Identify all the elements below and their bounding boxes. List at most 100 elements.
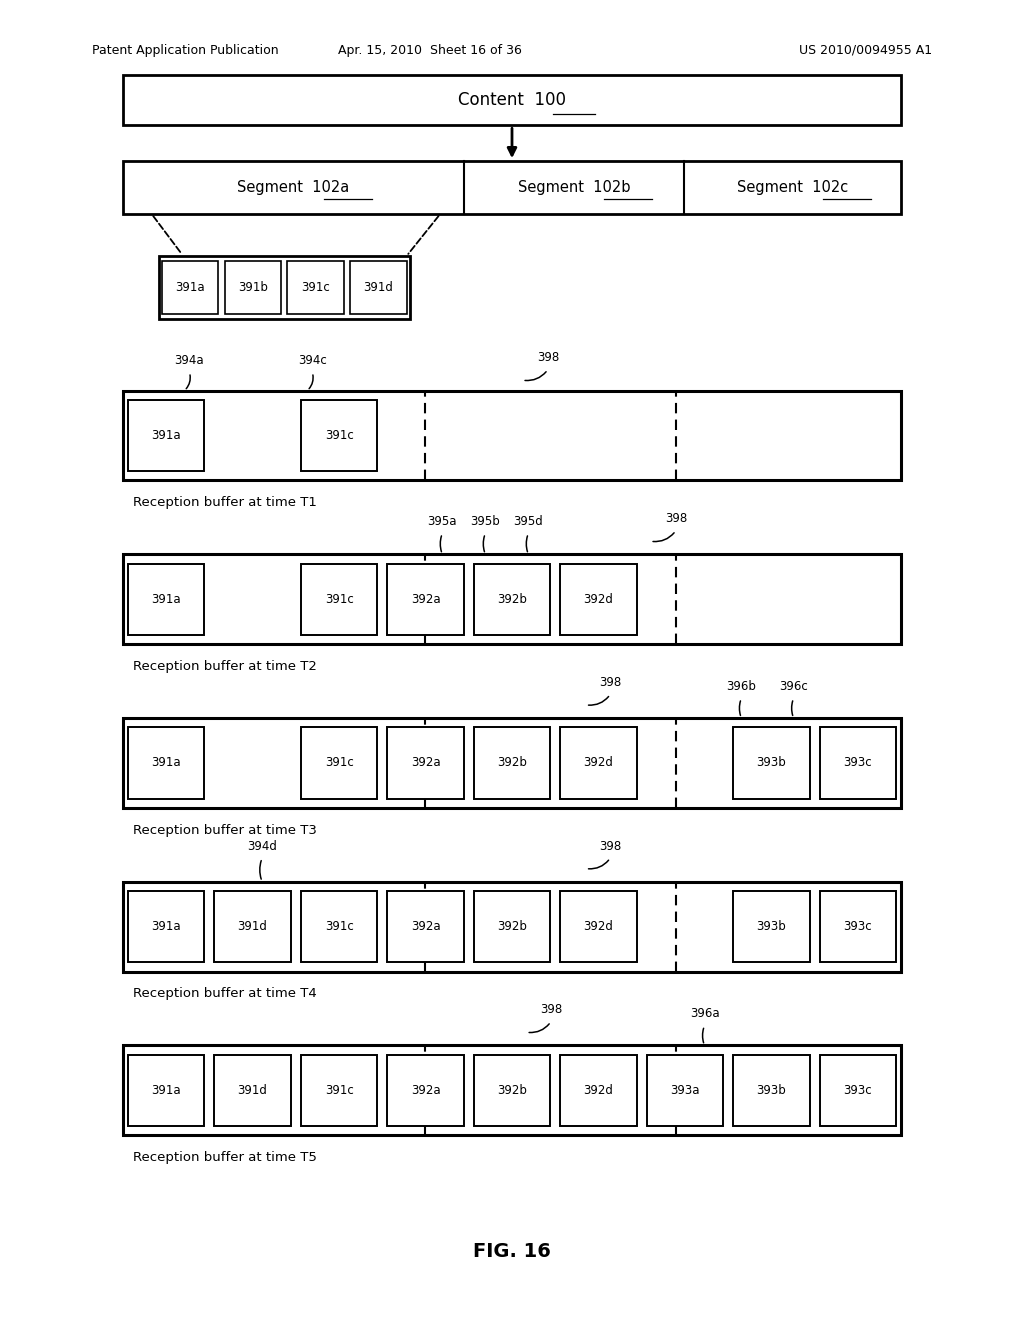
- Text: 391c: 391c: [301, 281, 330, 294]
- FancyBboxPatch shape: [474, 564, 550, 635]
- Text: 393b: 393b: [757, 920, 786, 933]
- Text: 393a: 393a: [670, 1084, 699, 1097]
- Text: 392d: 392d: [584, 1084, 613, 1097]
- Text: 391b: 391b: [238, 281, 267, 294]
- Text: 393c: 393c: [844, 1084, 872, 1097]
- FancyBboxPatch shape: [387, 727, 464, 799]
- Text: 392a: 392a: [411, 756, 440, 770]
- FancyBboxPatch shape: [214, 891, 291, 962]
- Text: 391a: 391a: [152, 429, 181, 442]
- Text: Content  100: Content 100: [458, 91, 566, 110]
- Text: Patent Application Publication: Patent Application Publication: [92, 44, 279, 57]
- Text: 391c: 391c: [325, 593, 353, 606]
- FancyBboxPatch shape: [350, 261, 407, 314]
- Text: 391a: 391a: [175, 281, 205, 294]
- Text: Reception buffer at time T3: Reception buffer at time T3: [133, 824, 317, 837]
- Text: 398: 398: [537, 351, 559, 364]
- Text: 398: 398: [665, 512, 687, 525]
- Text: 396a: 396a: [690, 1007, 719, 1020]
- Text: 393c: 393c: [844, 756, 872, 770]
- Text: Reception buffer at time T2: Reception buffer at time T2: [133, 660, 317, 673]
- Text: 391d: 391d: [364, 281, 393, 294]
- Text: Segment  102b: Segment 102b: [518, 180, 630, 195]
- Text: 395d: 395d: [513, 515, 544, 528]
- FancyBboxPatch shape: [287, 261, 344, 314]
- FancyBboxPatch shape: [123, 554, 901, 644]
- FancyBboxPatch shape: [128, 564, 204, 635]
- FancyBboxPatch shape: [733, 727, 810, 799]
- FancyBboxPatch shape: [224, 261, 281, 314]
- FancyBboxPatch shape: [301, 564, 377, 635]
- FancyBboxPatch shape: [123, 882, 901, 972]
- Text: 391c: 391c: [325, 1084, 353, 1097]
- FancyBboxPatch shape: [733, 1055, 810, 1126]
- FancyBboxPatch shape: [159, 256, 410, 319]
- Text: 396c: 396c: [779, 680, 808, 693]
- Text: 393c: 393c: [844, 920, 872, 933]
- Text: Reception buffer at time T4: Reception buffer at time T4: [133, 987, 316, 1001]
- FancyBboxPatch shape: [387, 1055, 464, 1126]
- Text: 395a: 395a: [428, 515, 457, 528]
- FancyBboxPatch shape: [301, 1055, 377, 1126]
- Text: 392a: 392a: [411, 920, 440, 933]
- FancyBboxPatch shape: [560, 564, 637, 635]
- FancyBboxPatch shape: [820, 891, 896, 962]
- Text: 391a: 391a: [152, 593, 181, 606]
- FancyBboxPatch shape: [128, 400, 204, 471]
- Text: 392d: 392d: [584, 920, 613, 933]
- Text: 398: 398: [540, 1003, 562, 1016]
- Text: Apr. 15, 2010  Sheet 16 of 36: Apr. 15, 2010 Sheet 16 of 36: [338, 44, 522, 57]
- Text: US 2010/0094955 A1: US 2010/0094955 A1: [799, 44, 932, 57]
- FancyBboxPatch shape: [560, 1055, 637, 1126]
- Text: 392b: 392b: [497, 920, 527, 933]
- Text: 392d: 392d: [584, 756, 613, 770]
- Text: 391a: 391a: [152, 756, 181, 770]
- FancyBboxPatch shape: [474, 727, 550, 799]
- FancyBboxPatch shape: [123, 1045, 901, 1135]
- Text: 392b: 392b: [497, 1084, 527, 1097]
- Text: Segment  102c: Segment 102c: [737, 180, 848, 195]
- FancyBboxPatch shape: [560, 891, 637, 962]
- Text: 394a: 394a: [175, 354, 204, 367]
- FancyBboxPatch shape: [474, 891, 550, 962]
- FancyBboxPatch shape: [820, 1055, 896, 1126]
- FancyBboxPatch shape: [214, 1055, 291, 1126]
- FancyBboxPatch shape: [733, 891, 810, 962]
- Text: 391c: 391c: [325, 920, 353, 933]
- FancyBboxPatch shape: [301, 891, 377, 962]
- Text: 395b: 395b: [470, 515, 501, 528]
- FancyBboxPatch shape: [647, 1055, 723, 1126]
- Text: 396b: 396b: [726, 680, 757, 693]
- FancyBboxPatch shape: [128, 891, 204, 962]
- Text: 391d: 391d: [238, 920, 267, 933]
- Text: 392d: 392d: [584, 593, 613, 606]
- Text: Reception buffer at time T5: Reception buffer at time T5: [133, 1151, 317, 1164]
- Text: Reception buffer at time T1: Reception buffer at time T1: [133, 496, 317, 510]
- FancyBboxPatch shape: [123, 718, 901, 808]
- FancyBboxPatch shape: [123, 75, 901, 125]
- FancyBboxPatch shape: [474, 1055, 550, 1126]
- Text: 398: 398: [599, 676, 622, 689]
- Text: 394c: 394c: [298, 354, 327, 367]
- Text: 398: 398: [599, 840, 622, 853]
- Text: Segment  102a: Segment 102a: [238, 180, 349, 195]
- Text: 391c: 391c: [325, 429, 353, 442]
- Text: 392a: 392a: [411, 593, 440, 606]
- Text: 391c: 391c: [325, 756, 353, 770]
- FancyBboxPatch shape: [162, 261, 218, 314]
- Text: 393b: 393b: [757, 756, 786, 770]
- Text: 391d: 391d: [238, 1084, 267, 1097]
- Text: 392a: 392a: [411, 1084, 440, 1097]
- Text: 392b: 392b: [497, 756, 527, 770]
- FancyBboxPatch shape: [387, 564, 464, 635]
- FancyBboxPatch shape: [820, 727, 896, 799]
- FancyBboxPatch shape: [123, 161, 901, 214]
- FancyBboxPatch shape: [128, 1055, 204, 1126]
- Text: FIG. 16: FIG. 16: [473, 1242, 551, 1261]
- Text: 391a: 391a: [152, 1084, 181, 1097]
- Text: 392b: 392b: [497, 593, 527, 606]
- FancyBboxPatch shape: [301, 400, 377, 471]
- Text: 393b: 393b: [757, 1084, 786, 1097]
- FancyBboxPatch shape: [387, 891, 464, 962]
- FancyBboxPatch shape: [123, 391, 901, 480]
